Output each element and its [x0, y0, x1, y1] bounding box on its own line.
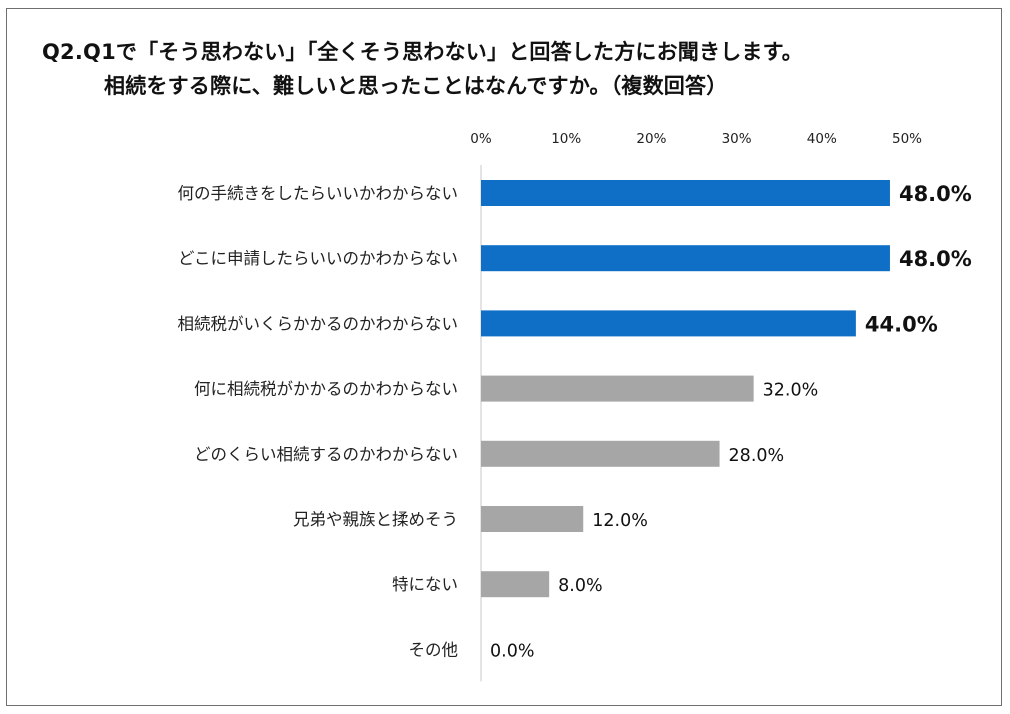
category-label: 相続税がいくらかかるのかわからない — [178, 314, 459, 333]
bar — [481, 571, 550, 598]
x-tick-label: 50% — [892, 131, 922, 147]
bar — [481, 180, 890, 206]
value-label: 28.0% — [729, 446, 785, 466]
x-tick-label: 20% — [636, 131, 666, 147]
category-label: 兄弟や親族と揉めそう — [293, 510, 458, 529]
value-label: 44.0% — [865, 312, 938, 336]
x-tick-label: 30% — [722, 131, 752, 147]
value-label: 12.0% — [592, 511, 648, 531]
category-label: 何の手続きをしたらいいかわからない — [178, 184, 459, 203]
bar — [481, 506, 584, 532]
chart-title-line-1: Q2.Q1で「そう思わない」「全くそう思わない」と回答した方にお聞きします。 — [42, 40, 803, 64]
bar — [481, 440, 720, 467]
value-label: 32.0% — [763, 381, 819, 401]
value-label: 8.0% — [558, 576, 602, 596]
value-label: 48.0% — [899, 182, 972, 206]
chart-title-line-2: 相続をする際に、難しいと思ったことはなんですか。（複数回答） — [104, 74, 728, 98]
category-label: 何に相続税がかかるのかわからない — [194, 380, 458, 399]
value-label: 48.0% — [899, 247, 972, 271]
bar — [481, 375, 754, 402]
category-label: どのくらい相続するのかわからない — [194, 445, 458, 464]
bar — [481, 245, 890, 272]
x-tick-label: 0% — [470, 131, 492, 147]
category-label: その他 — [409, 640, 459, 659]
x-tick-label: 40% — [807, 131, 837, 147]
value-label: 0.0% — [490, 641, 534, 661]
category-label: どこに申請したらいいのかわからない — [178, 249, 458, 268]
x-tick-label: 10% — [551, 131, 581, 147]
category-label: 特にない — [392, 575, 458, 594]
bar — [481, 310, 856, 337]
